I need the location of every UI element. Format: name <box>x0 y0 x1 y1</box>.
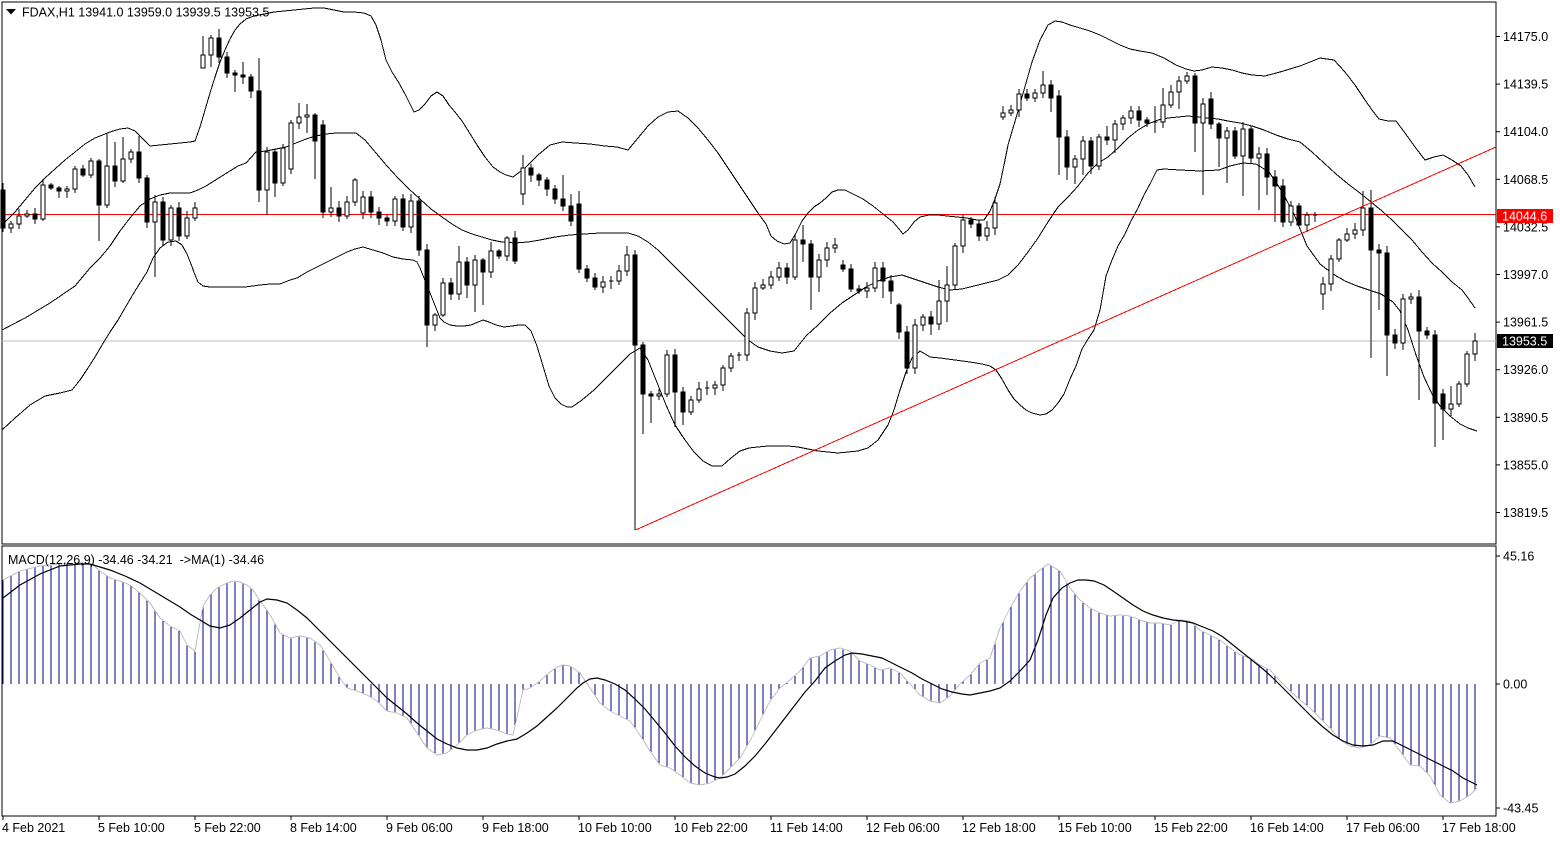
svg-text:5 Feb 10:00: 5 Feb 10:00 <box>98 821 165 835</box>
svg-text:4 Feb 2021: 4 Feb 2021 <box>2 821 65 835</box>
svg-text:MACD(12,26,9) -34.46 -34.21 -: MACD(12,26,9) -34.46 -34.21 ->MA(1) -34.… <box>8 553 264 567</box>
svg-text:13997.0: 13997.0 <box>1503 268 1548 282</box>
svg-text:-43.45: -43.45 <box>1503 802 1538 816</box>
svg-text:12 Feb 18:00: 12 Feb 18:00 <box>962 821 1036 835</box>
svg-text:14032.5: 14032.5 <box>1503 220 1548 234</box>
svg-text:13819.5: 13819.5 <box>1503 506 1548 520</box>
svg-text:15 Feb 22:00: 15 Feb 22:00 <box>1154 821 1228 835</box>
svg-text:15 Feb 10:00: 15 Feb 10:00 <box>1058 821 1132 835</box>
svg-text:17 Feb 06:00: 17 Feb 06:00 <box>1346 821 1420 835</box>
svg-text:13855.0: 13855.0 <box>1503 458 1548 472</box>
svg-text:14139.5: 14139.5 <box>1503 78 1548 92</box>
svg-text:45.16: 45.16 <box>1503 550 1534 564</box>
svg-text:10 Feb 22:00: 10 Feb 22:00 <box>674 821 748 835</box>
svg-text:14104.0: 14104.0 <box>1503 125 1548 139</box>
svg-text:10 Feb 10:00: 10 Feb 10:00 <box>578 821 652 835</box>
svg-text:13961.5: 13961.5 <box>1503 316 1548 330</box>
svg-text:13953.5: 13953.5 <box>1502 335 1547 349</box>
svg-text:9 Feb 06:00: 9 Feb 06:00 <box>386 821 453 835</box>
svg-text:9 Feb 18:00: 9 Feb 18:00 <box>482 821 549 835</box>
svg-text:13926.0: 13926.0 <box>1503 363 1548 377</box>
svg-text:11 Feb 14:00: 11 Feb 14:00 <box>770 821 843 835</box>
svg-text:14044.6: 14044.6 <box>1502 210 1547 224</box>
svg-text:0.00: 0.00 <box>1503 678 1527 692</box>
svg-text:FDAX,H1 13941.0 13959.0 13939.: FDAX,H1 13941.0 13959.0 13939.5 13953.5 <box>22 6 269 20</box>
svg-text:14068.5: 14068.5 <box>1503 173 1548 187</box>
svg-text:12 Feb 06:00: 12 Feb 06:00 <box>866 821 940 835</box>
svg-text:5 Feb 22:00: 5 Feb 22:00 <box>194 821 261 835</box>
svg-text:17 Feb 18:00: 17 Feb 18:00 <box>1442 821 1516 835</box>
svg-text:14175.0: 14175.0 <box>1503 30 1548 44</box>
svg-text:8 Feb 14:00: 8 Feb 14:00 <box>290 821 357 835</box>
svg-text:16 Feb 14:00: 16 Feb 14:00 <box>1250 821 1324 835</box>
svg-text:13890.5: 13890.5 <box>1503 411 1548 425</box>
